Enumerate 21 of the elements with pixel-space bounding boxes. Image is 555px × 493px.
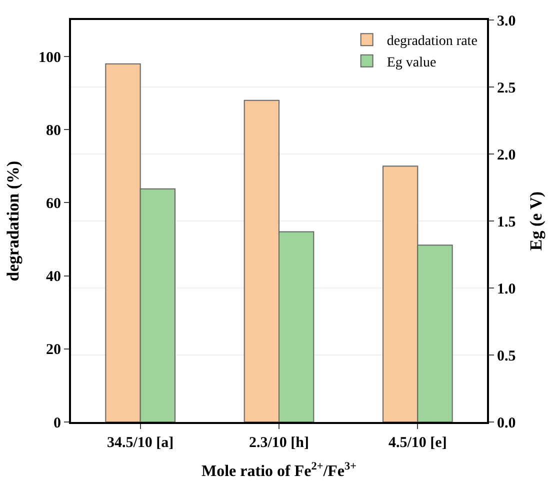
y-tick-label: 100 [38, 50, 61, 66]
y-tick-label: 0 [54, 415, 61, 432]
x-tick-label: 4.5/10 [e] [388, 435, 447, 451]
y2-tick-label: 2.5 [497, 80, 516, 96]
y-tick-label: 60 [46, 196, 61, 212]
y2-tick-label: 3.0 [497, 13, 516, 30]
y2-tick-label: 0.0 [497, 415, 516, 432]
y2-tick-label: 1.0 [497, 281, 516, 298]
y-axis-title: degradation (%) [4, 160, 23, 282]
y2-tick-label: 1.5 [497, 214, 516, 230]
y-tick-label: 80 [46, 122, 61, 139]
y2-tick-label: 2.0 [497, 147, 516, 164]
y2-tick-label: 0.5 [497, 348, 516, 364]
x-axis-title: Mole ratio of Fe$^{2+}$/Fe$^{3+}$ [202, 460, 356, 480]
y-tick-label: 40 [46, 269, 61, 286]
legend-label: degradation rate [386, 34, 478, 50]
legend-label: Eg value [386, 55, 436, 70]
x-tick-label: 34.5/10 [a] [106, 435, 174, 451]
y-tick-label: 20 [46, 342, 61, 358]
x-tick-label: 2.3/10 [h] [249, 435, 309, 451]
y2-axis-title: Eg (e V) [526, 191, 546, 251]
